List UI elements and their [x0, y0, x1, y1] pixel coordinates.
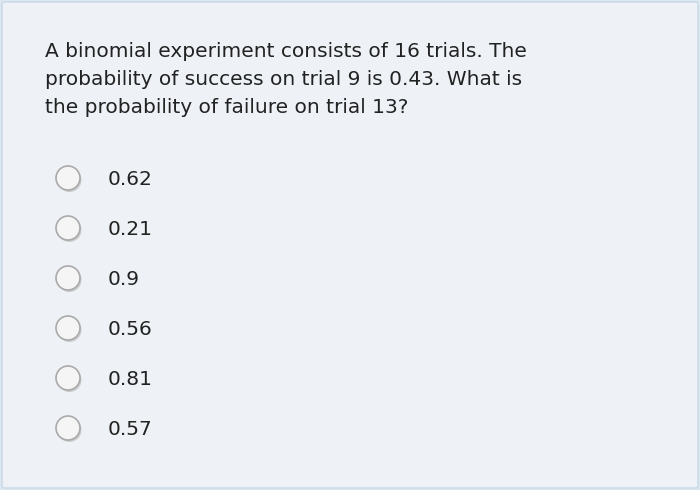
Text: the probability of failure on trial 13?: the probability of failure on trial 13? — [45, 98, 408, 117]
Text: 0.62: 0.62 — [108, 170, 153, 189]
Circle shape — [57, 368, 81, 392]
Circle shape — [56, 216, 80, 240]
Circle shape — [57, 268, 81, 292]
Text: 0.9: 0.9 — [108, 270, 140, 289]
Circle shape — [57, 168, 81, 192]
Circle shape — [56, 416, 80, 440]
Text: 0.21: 0.21 — [108, 220, 153, 239]
Circle shape — [56, 316, 80, 340]
Text: probability of success on trial 9 is 0.43. What is: probability of success on trial 9 is 0.4… — [45, 70, 522, 89]
Circle shape — [57, 418, 81, 442]
Text: A binomial experiment consists of 16 trials. The: A binomial experiment consists of 16 tri… — [45, 42, 527, 61]
Circle shape — [56, 266, 80, 290]
Circle shape — [56, 166, 80, 190]
Text: 0.81: 0.81 — [108, 369, 153, 389]
Circle shape — [56, 366, 80, 390]
Circle shape — [57, 218, 81, 242]
Circle shape — [57, 318, 81, 342]
Text: 0.56: 0.56 — [108, 319, 153, 339]
Text: 0.57: 0.57 — [108, 419, 153, 439]
